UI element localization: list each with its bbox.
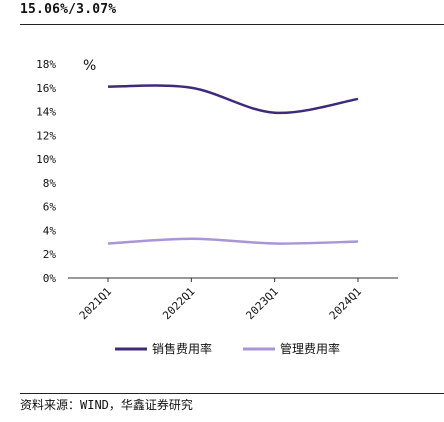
y-tick-label: 8% xyxy=(43,177,57,190)
legend: 销售费用率 管理费用率 xyxy=(115,341,340,356)
series-line-admin-expense xyxy=(107,237,359,245)
series-line-sales-expense xyxy=(107,84,359,115)
x-tick-label: 2023Q1 xyxy=(243,285,280,322)
legend-label-sales-expense: 销售费用率 xyxy=(152,341,212,356)
x-tick-label: 2024Q1 xyxy=(327,285,364,322)
source-note: 资料来源：WIND，华鑫证券研究 xyxy=(20,398,193,412)
y-tick-label: 4% xyxy=(43,224,57,237)
y-tick-label: 2% xyxy=(43,248,57,261)
line-chart: 0% 2% 4% 6% 8% 10% 12% 14% 16% 18% % 2021Q1 2022Q1… xyxy=(36,58,398,356)
top-rule xyxy=(20,24,444,25)
y-tick-label: 18% xyxy=(36,58,56,71)
header-text: 15.06%/3.07% xyxy=(20,2,117,17)
y-tick-label: 0% xyxy=(43,272,57,285)
y-tick-label: 10% xyxy=(36,153,56,166)
y-tick-label: 6% xyxy=(43,201,57,214)
y-tick-label: 16% xyxy=(36,82,56,95)
series-lines xyxy=(107,84,359,245)
x-axis-ticks: 2021Q1 2022Q1 2023Q1 2024Q1 xyxy=(77,278,364,322)
legend-label-admin-expense: 管理费用率 xyxy=(280,341,340,356)
x-tick-label: 2021Q1 xyxy=(77,285,114,322)
y-tick-label: 12% xyxy=(36,129,56,142)
x-tick-label: 2022Q1 xyxy=(160,285,197,322)
bottom-rule xyxy=(20,393,444,394)
y-axis-unit-label: % xyxy=(83,58,96,74)
y-axis: 0% 2% 4% 6% 8% 10% 12% 14% 16% 18% xyxy=(36,58,56,285)
y-tick-label: 14% xyxy=(36,106,56,119)
